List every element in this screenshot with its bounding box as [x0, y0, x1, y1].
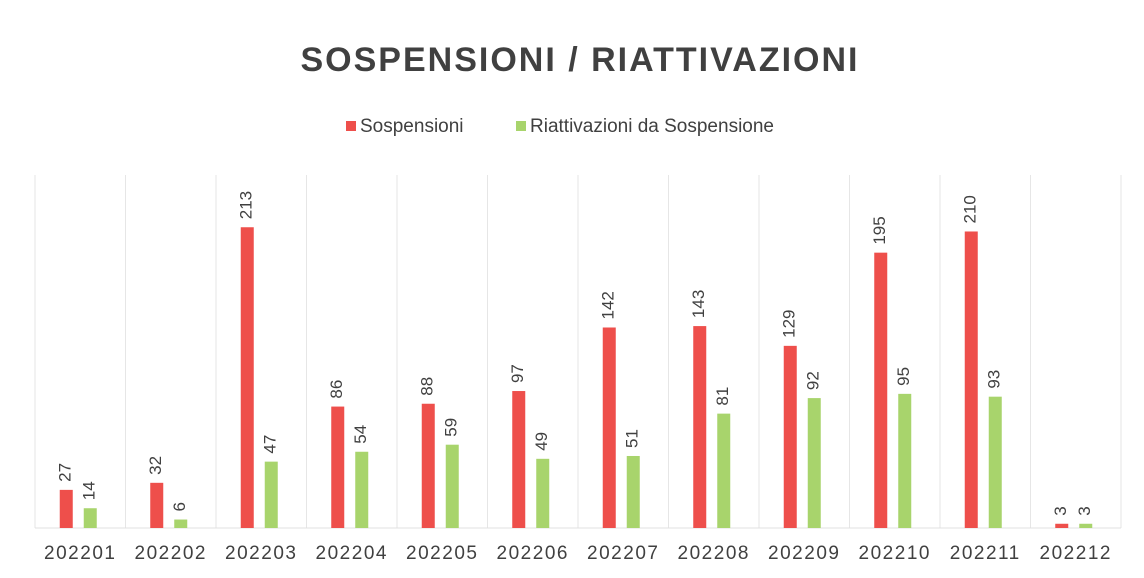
data-label: 6	[170, 502, 189, 511]
bar	[807, 398, 821, 528]
x-tick-label: 202210	[859, 543, 931, 564]
bar	[174, 519, 188, 528]
bar	[626, 455, 640, 528]
data-label: 47	[261, 435, 280, 454]
data-label: 210	[961, 195, 980, 223]
data-label: 88	[418, 377, 437, 396]
bar	[1079, 523, 1093, 528]
bar	[602, 327, 616, 528]
data-label: 54	[351, 425, 370, 444]
data-label: 59	[442, 418, 461, 437]
data-label: 14	[80, 481, 99, 500]
bar	[988, 396, 1002, 528]
x-tick-label: 202205	[406, 543, 478, 564]
bar	[693, 326, 707, 528]
bar	[964, 231, 978, 529]
data-label: 32	[146, 456, 165, 475]
x-tick-label: 202204	[316, 543, 388, 564]
data-label: 86	[327, 380, 346, 399]
data-label: 51	[623, 429, 642, 448]
data-label: 93	[985, 370, 1004, 389]
x-tick-label: 202211	[950, 543, 1021, 564]
data-label: 3	[1075, 506, 1094, 515]
legend-swatch	[516, 121, 526, 131]
bar	[874, 252, 888, 528]
bar	[355, 451, 369, 528]
bar	[264, 461, 278, 528]
x-tick-label: 202209	[768, 543, 840, 564]
legend-label: Sospensioni	[360, 116, 464, 137]
legend-label: Riattivazioni da Sospensione	[530, 116, 774, 137]
bar	[445, 444, 459, 528]
data-label: 3	[1051, 506, 1070, 515]
chart-title: SOSPENSIONI / RIATTIVAZIONI	[300, 41, 859, 79]
bar	[59, 489, 73, 528]
bar	[783, 345, 797, 528]
data-label: 81	[713, 387, 732, 406]
data-label: 95	[894, 367, 913, 386]
x-tick-label: 202208	[678, 543, 750, 564]
data-label: 195	[870, 216, 889, 244]
data-label: 92	[804, 371, 823, 390]
bar	[898, 393, 912, 528]
legend-swatch	[346, 121, 356, 131]
bar	[512, 391, 526, 528]
x-tick-label: 202202	[135, 543, 207, 564]
x-tick-label: 202207	[587, 543, 659, 564]
bar	[717, 413, 731, 528]
bar	[150, 482, 164, 528]
data-label: 143	[689, 290, 708, 318]
x-tick-label: 202201	[44, 543, 116, 564]
data-label: 142	[599, 291, 618, 319]
x-tick-label: 202203	[225, 543, 297, 564]
bar	[83, 508, 97, 528]
data-label: 27	[56, 463, 75, 482]
bar	[240, 227, 254, 528]
data-label: 97	[508, 364, 527, 383]
bar	[331, 406, 345, 528]
x-tick-label: 202212	[1040, 543, 1112, 564]
data-label: 129	[780, 309, 799, 337]
bar	[1055, 523, 1069, 528]
bar	[536, 458, 550, 528]
data-label: 213	[237, 191, 256, 219]
bar	[421, 403, 435, 528]
x-tick-label: 202206	[497, 543, 569, 564]
data-label: 49	[532, 432, 551, 451]
